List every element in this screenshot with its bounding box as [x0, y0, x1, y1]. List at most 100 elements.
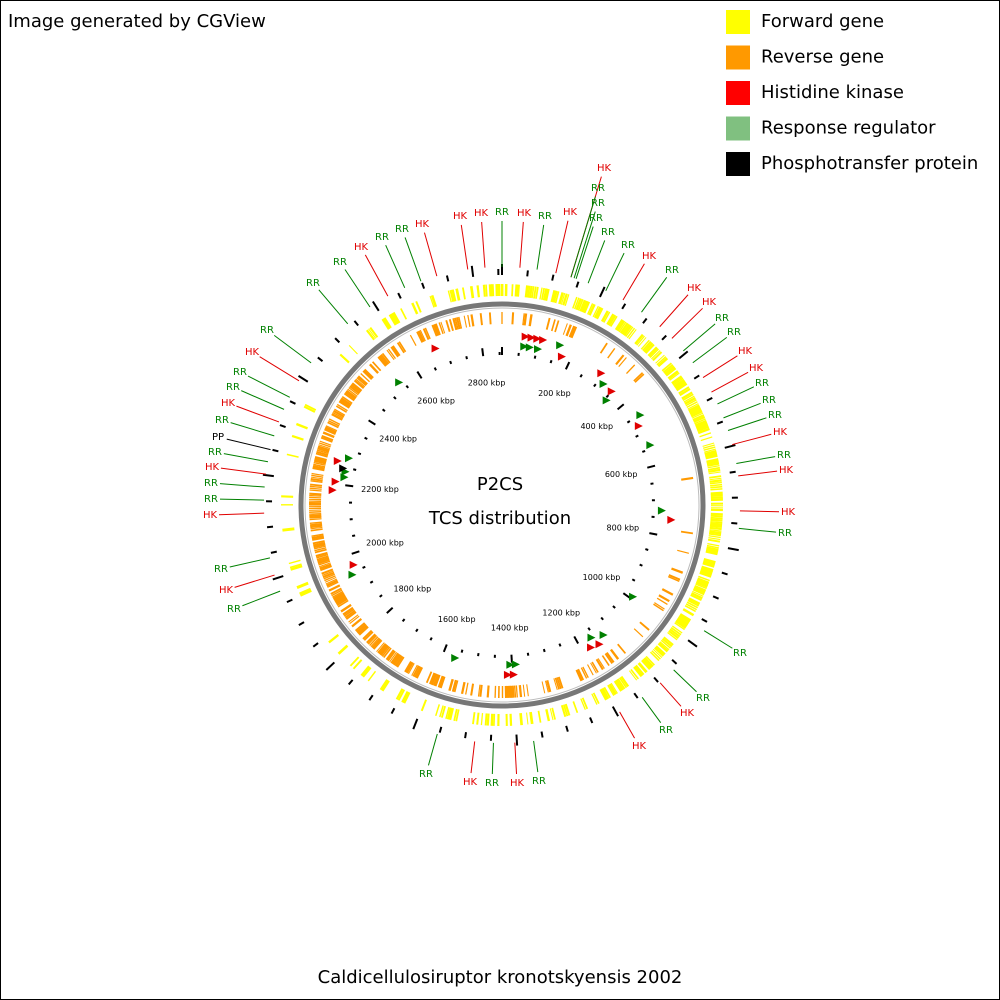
outer-tick: [262, 473, 274, 478]
reverse-gene: [615, 354, 625, 366]
reverse-gene: [332, 411, 344, 419]
outer-tick: [729, 470, 736, 474]
reverse-gene: [522, 313, 525, 326]
reverse-gene: [425, 671, 433, 684]
reverse-gene: [373, 639, 383, 650]
tcs-marker: [521, 332, 530, 341]
tcs-marker: [646, 441, 655, 450]
legend-swatch: [726, 81, 750, 105]
outer-tick: [526, 270, 529, 277]
feature-label: HK: [205, 462, 220, 473]
tcs-marker: [349, 560, 358, 569]
footer-text: Caldicellulosiruptor kronotskyensis 2002: [318, 967, 683, 988]
leader-line: [605, 252, 625, 292]
forward-gene: [705, 453, 718, 460]
reverse-gene: [390, 652, 399, 664]
reverse-gene: [324, 427, 337, 435]
forward-gene: [390, 312, 399, 325]
reverse-gene: [310, 476, 323, 480]
reverse-gene: [541, 681, 546, 694]
forward-gene: [618, 677, 628, 689]
reverse-gene: [633, 628, 644, 638]
feature-label: RR: [419, 769, 433, 780]
reverse-gene: [451, 679, 458, 692]
reverse-gene: [331, 413, 343, 421]
leader-line: [423, 232, 438, 277]
forward-gene: [710, 488, 723, 491]
forward-gene: [552, 290, 558, 303]
reverse-gene: [309, 521, 322, 524]
forward-gene: [587, 303, 594, 315]
forward-gene: [652, 351, 663, 362]
forward-gene: [429, 295, 435, 308]
forward-gene: [652, 648, 663, 658]
tcs-marker: [506, 660, 515, 669]
feature-label: RR: [762, 395, 776, 406]
leader-line: [702, 355, 738, 379]
forward-gene: [700, 567, 713, 574]
leader-line: [491, 742, 494, 775]
reverse-gene: [318, 560, 331, 566]
forward-gene: [697, 426, 710, 432]
forward-gene: [663, 636, 674, 646]
header-text: Image generated by CGView: [8, 11, 266, 32]
reverse-gene: [351, 618, 363, 628]
leader-line: [223, 453, 269, 463]
forward-gene: [451, 289, 457, 302]
reverse-gene: [349, 385, 361, 395]
inner-tick: [386, 606, 394, 614]
leader-line: [318, 289, 349, 325]
feature-label: HK: [517, 208, 532, 219]
tcs-marker: [636, 411, 645, 420]
feature-label: RR: [621, 240, 635, 251]
outer-tick: [540, 731, 544, 738]
leader-line: [229, 557, 271, 568]
forward-gene: [524, 285, 529, 298]
leader-line: [727, 417, 767, 431]
forward-gene: [696, 423, 709, 431]
forward-gene: [295, 422, 308, 430]
reverse-gene: [319, 440, 332, 446]
reverse-gene: [590, 662, 597, 674]
feature-label: RR: [727, 327, 741, 338]
leader-line: [226, 438, 271, 451]
inner-tick: [362, 565, 366, 569]
reverse-gene: [328, 418, 341, 426]
reverse-gene: [509, 685, 513, 698]
feature-label: PP: [212, 432, 224, 443]
forward-gene: [588, 303, 596, 316]
forward-gene: [699, 432, 712, 438]
reverse-gene: [389, 651, 398, 663]
forward-gene: [628, 329, 637, 340]
feature-label: RR: [696, 693, 710, 704]
reverse-gene: [309, 489, 322, 492]
outer-tick: [611, 706, 619, 717]
forward-gene: [606, 313, 615, 326]
outer-tick: [470, 265, 475, 277]
forward-gene: [491, 284, 495, 297]
tcs-marker: [431, 344, 440, 353]
forward-gene: [659, 641, 670, 651]
inner-tick: [429, 637, 433, 641]
reverse-gene: [452, 317, 458, 331]
leader-line: [703, 630, 733, 649]
reverse-gene: [314, 457, 327, 463]
reverse-gene: [458, 316, 463, 329]
reverse-gene: [407, 663, 415, 675]
forward-gene: [369, 326, 379, 338]
forward-gene: [411, 302, 419, 315]
reverse-gene: [316, 449, 329, 455]
reverse-gene: [392, 345, 401, 357]
leader-line: [247, 375, 291, 398]
forward-gene: [531, 286, 535, 299]
feature-label: RR: [395, 224, 409, 235]
backbone: [298, 301, 706, 709]
forward-gene: [392, 311, 401, 324]
reverse-gene: [358, 626, 369, 636]
leader-line: [723, 402, 761, 419]
forward-gene: [690, 594, 702, 601]
legend: Forward gene Reverse gene Histidine kinase…: [726, 10, 978, 176]
reverse-gene: [477, 684, 481, 697]
reverse-gene: [518, 685, 523, 698]
